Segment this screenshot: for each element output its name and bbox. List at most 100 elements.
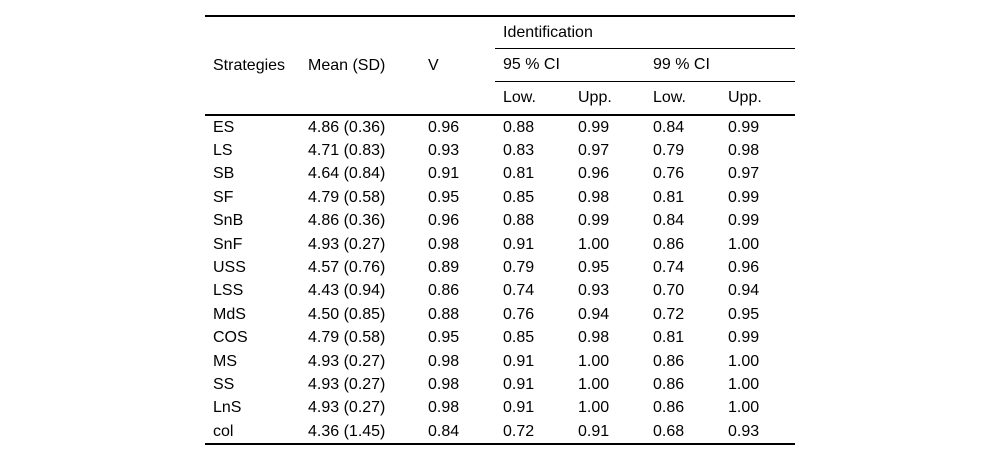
cell-ci95-low: 0.79 — [503, 259, 535, 277]
cell-v: 0.86 — [428, 282, 460, 300]
table-row: SB 4.64 (0.84) 0.91 0.81 0.96 0.76 0.97 — [205, 163, 795, 186]
table-row: LSS 4.43 (0.94) 0.86 0.74 0.93 0.70 0.94 — [205, 280, 795, 303]
cell-mean-sd: 4.93 (0.27) — [308, 399, 386, 417]
table-row: SS 4.93 (0.27) 0.98 0.91 1.00 0.86 1.00 — [205, 373, 795, 396]
cell-v: 0.84 — [428, 422, 460, 440]
cell-strategy: SF — [213, 188, 234, 206]
cell-ci99-upp: 0.95 — [728, 305, 760, 323]
cell-ci99-low: 0.74 — [653, 259, 685, 277]
cell-v: 0.93 — [428, 142, 460, 160]
cell-ci99-low: 0.86 — [653, 235, 685, 253]
cell-strategy: SnB — [213, 212, 244, 230]
cell-strategy: ES — [213, 118, 235, 136]
cell-v: 0.98 — [428, 235, 460, 253]
table-row: LS 4.71 (0.83) 0.93 0.83 0.97 0.79 0.98 — [205, 139, 795, 162]
cell-ci95-upp: 1.00 — [578, 399, 610, 417]
cell-strategy: USS — [213, 259, 246, 277]
table-row: SnB 4.86 (0.36) 0.96 0.88 0.99 0.84 0.99 — [205, 210, 795, 233]
cell-v: 0.95 — [428, 188, 460, 206]
cell-ci95-low: 0.83 — [503, 142, 535, 160]
table-row: MdS 4.50 (0.85) 0.88 0.76 0.94 0.72 0.95 — [205, 303, 795, 326]
header-ci95-low: Low. — [503, 89, 536, 106]
cell-strategy: MdS — [213, 305, 246, 323]
cell-ci95-upp: 0.97 — [578, 142, 610, 160]
cell-ci99-low: 0.81 — [653, 329, 685, 347]
header-mean-sd: Mean (SD) — [308, 56, 386, 74]
cell-ci95-low: 0.85 — [503, 188, 535, 206]
cell-mean-sd: 4.36 (1.45) — [308, 422, 386, 440]
cell-ci95-upp: 0.94 — [578, 305, 610, 323]
cell-ci95-low: 0.81 — [503, 165, 535, 183]
cell-mean-sd: 4.50 (0.85) — [308, 305, 386, 323]
header-strategies: Strategies — [213, 56, 286, 74]
cell-ci99-upp: 1.00 — [728, 399, 760, 417]
cell-ci99-low: 0.84 — [653, 212, 685, 230]
cell-mean-sd: 4.86 (0.36) — [308, 212, 386, 230]
cell-ci99-low: 0.79 — [653, 142, 685, 160]
cell-ci95-upp: 0.91 — [578, 422, 610, 440]
cell-ci99-upp: 1.00 — [728, 235, 760, 253]
cell-ci99-upp: 0.97 — [728, 165, 760, 183]
cell-strategy: COS — [213, 329, 248, 347]
cell-mean-sd: 4.71 (0.83) — [308, 142, 386, 160]
cell-ci95-low: 0.76 — [503, 305, 535, 323]
cell-mean-sd: 4.86 (0.36) — [308, 118, 386, 136]
header-row-bounds: Low. Upp. Low. Upp. — [205, 82, 795, 116]
header-ci99-low: Low. — [653, 89, 686, 106]
cell-ci99-low: 0.86 — [653, 352, 685, 370]
cell-ci99-upp: 0.99 — [728, 212, 760, 230]
cell-ci99-low: 0.84 — [653, 118, 685, 136]
cell-ci95-upp: 0.95 — [578, 259, 610, 277]
identification-table: Strategies Mean (SD) V Identification 95… — [205, 15, 796, 446]
cell-ci95-low: 0.88 — [503, 118, 535, 136]
cell-v: 0.98 — [428, 375, 460, 393]
cell-mean-sd: 4.79 (0.58) — [308, 329, 386, 347]
cell-ci99-upp: 0.99 — [728, 118, 760, 136]
cell-ci95-upp: 0.96 — [578, 165, 610, 183]
cell-strategy: MS — [213, 352, 237, 370]
table-row: COS 4.79 (0.58) 0.95 0.85 0.98 0.81 0.99 — [205, 327, 795, 350]
cell-ci99-upp: 0.99 — [728, 188, 760, 206]
cell-ci99-low: 0.68 — [653, 422, 685, 440]
table-body: ES 4.86 (0.36) 0.96 0.88 0.99 0.84 0.99 … — [205, 115, 795, 444]
cell-mean-sd: 4.57 (0.76) — [308, 259, 386, 277]
header-v: V — [428, 56, 439, 74]
cell-strategy: SnF — [213, 235, 243, 253]
cell-ci99-low: 0.86 — [653, 399, 685, 417]
cell-strategy: LS — [213, 142, 233, 160]
cell-ci95-upp: 1.00 — [578, 375, 610, 393]
cell-ci95-low: 0.85 — [503, 329, 535, 347]
cell-mean-sd: 4.64 (0.84) — [308, 165, 386, 183]
cell-ci99-upp: 0.96 — [728, 259, 760, 277]
cell-strategy: LnS — [213, 399, 242, 417]
cell-v: 0.96 — [428, 212, 460, 230]
table-row: LnS 4.93 (0.27) 0.98 0.91 1.00 0.86 1.00 — [205, 397, 795, 420]
cell-ci99-low: 0.72 — [653, 305, 685, 323]
cell-ci95-upp: 0.98 — [578, 188, 610, 206]
cell-ci95-upp: 1.00 — [578, 352, 610, 370]
cell-strategy: SS — [213, 375, 235, 393]
cell-v: 0.89 — [428, 259, 460, 277]
table-row: SF 4.79 (0.58) 0.95 0.85 0.98 0.81 0.99 — [205, 186, 795, 209]
table-header: Strategies Mean (SD) V Identification 95… — [205, 16, 796, 116]
cell-ci99-low: 0.86 — [653, 375, 685, 393]
table-row: MS 4.93 (0.27) 0.98 0.91 1.00 0.86 1.00 — [205, 350, 795, 373]
header-ci99-upp: Upp. — [728, 89, 762, 106]
table-row: col 4.36 (1.45) 0.84 0.72 0.91 0.68 0.93 — [205, 420, 795, 444]
cell-strategy: col — [213, 422, 234, 440]
header-identification: Identification — [495, 16, 796, 49]
cell-ci99-upp: 1.00 — [728, 352, 760, 370]
cell-ci99-upp: 1.00 — [728, 375, 760, 393]
cell-strategy: SB — [213, 165, 235, 183]
cell-mean-sd: 4.79 (0.58) — [308, 188, 386, 206]
cell-v: 0.98 — [428, 399, 460, 417]
identification-table-container: Strategies Mean (SD) V Identification 95… — [205, 15, 796, 446]
cell-ci95-low: 0.72 — [503, 422, 535, 440]
header-ci99: 99 % CI — [645, 48, 796, 82]
cell-ci95-upp: 0.99 — [578, 212, 610, 230]
cell-v: 0.98 — [428, 352, 460, 370]
cell-v: 0.88 — [428, 305, 460, 323]
cell-mean-sd: 4.93 (0.27) — [308, 235, 386, 253]
cell-ci99-upp: 0.94 — [728, 282, 760, 300]
